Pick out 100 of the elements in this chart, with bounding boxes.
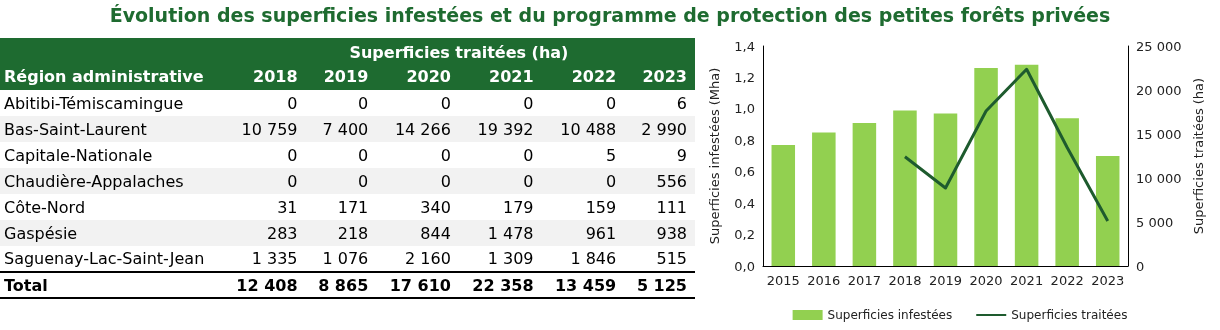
y-tick-label: Saguenay-Lac-Saint-Jean bbox=[3, 248, 206, 270]
y-tick-label: 0,0 bbox=[734, 258, 755, 274]
data-label: 0 bbox=[522, 92, 535, 115]
y-tick-label: Bas-Saint-Laurent bbox=[3, 118, 148, 141]
bar bbox=[812, 132, 836, 266]
data-label: 10 488 bbox=[559, 118, 618, 141]
y-tick-label: Côte-Nord bbox=[3, 196, 87, 219]
bar bbox=[974, 68, 998, 266]
data-label: 1 478 bbox=[486, 222, 535, 245]
chart-title: Évolution des superficies infestées et du programme de protection des petites forêts privées bbox=[108, 4, 1112, 26]
y-tick-label: Chaudière-Appalaches bbox=[3, 170, 185, 193]
bar bbox=[852, 123, 877, 266]
x-tick-label: 2017 bbox=[847, 273, 881, 288]
data-label: 556 bbox=[655, 170, 688, 193]
y2-tick-label: 20 000 bbox=[1136, 82, 1182, 98]
data-label: 0 bbox=[522, 170, 535, 193]
data-label: 0 bbox=[286, 170, 299, 193]
data-label: 0 bbox=[357, 144, 370, 167]
data-label: 13 459 bbox=[553, 274, 618, 297]
data-label: 19 392 bbox=[476, 118, 535, 141]
x-tick-label: 2016 bbox=[807, 273, 841, 288]
data-label: 5 bbox=[605, 144, 618, 167]
data-label: 171 bbox=[336, 196, 370, 219]
y2-axis-title: Superficies traitées (ha) bbox=[1191, 77, 1207, 235]
x-tick-label: 2023 bbox=[1091, 273, 1125, 288]
bar bbox=[1014, 64, 1039, 266]
y2-tick-label: 15 000 bbox=[1136, 126, 1182, 142]
data-label: 0 bbox=[286, 92, 299, 115]
legend-label: Superficies infestées bbox=[827, 308, 953, 322]
data-label: 218 bbox=[336, 222, 370, 245]
data-label: 0 bbox=[357, 92, 370, 115]
y-tick-label: Abitibi-Témiscamingue bbox=[3, 92, 185, 115]
data-label: 22 358 bbox=[471, 274, 535, 297]
data-label: 844 bbox=[419, 222, 452, 245]
data-label: 283 bbox=[266, 222, 299, 245]
bar bbox=[771, 145, 796, 266]
data-label: 0 bbox=[605, 92, 618, 115]
bar bbox=[1095, 156, 1120, 266]
data-label: 0 bbox=[439, 170, 452, 193]
x-tick-label: 2022 bbox=[570, 65, 618, 88]
data-label: 179 bbox=[502, 196, 535, 219]
data-label: 938 bbox=[655, 222, 688, 245]
data-label: 0 bbox=[286, 144, 299, 167]
bar bbox=[893, 110, 917, 266]
y-tick-label: 0,2 bbox=[734, 227, 755, 243]
data-label: 340 bbox=[419, 196, 452, 219]
y2-tick-label: 10 000 bbox=[1136, 170, 1182, 186]
x-tick-label: 2018 bbox=[252, 65, 299, 88]
bar bbox=[933, 113, 958, 266]
x-axis-title: Superficies traitées (ha) bbox=[348, 41, 570, 64]
y-tick-label: 0,6 bbox=[734, 164, 755, 180]
data-label: 515 bbox=[655, 248, 688, 270]
bar bbox=[1055, 118, 1079, 266]
x-tick-label: 2020 bbox=[969, 273, 1003, 288]
y-tick-label: 1,0 bbox=[734, 101, 755, 117]
y-axis-title: Région administrative bbox=[3, 65, 205, 88]
x-tick-label: 2020 bbox=[405, 65, 452, 88]
data-label: 0 bbox=[605, 170, 618, 193]
y2-tick-label: 25 000 bbox=[1136, 38, 1182, 54]
y-tick-label: Capitale-Nationale bbox=[3, 144, 154, 167]
x-tick-label: 2021 bbox=[1010, 273, 1044, 288]
data-label: 1 335 bbox=[250, 248, 299, 270]
data-label: 0 bbox=[439, 144, 452, 167]
data-label: 6 bbox=[675, 92, 688, 115]
data-label: 0 bbox=[357, 170, 370, 193]
data-label: 5 125 bbox=[635, 274, 688, 297]
table-header: Superficies traitées (ha) bbox=[0, 38, 695, 64]
data-label: 14 266 bbox=[393, 118, 452, 141]
data-label: 0 bbox=[522, 144, 535, 167]
data-label: 31 bbox=[276, 196, 299, 219]
data-label: 12 408 bbox=[235, 274, 299, 297]
data-label: 7 400 bbox=[321, 118, 370, 141]
x-tick-label: 2023 bbox=[641, 65, 688, 88]
data-label: 17 610 bbox=[388, 274, 452, 297]
x-tick-label: 2019 bbox=[322, 65, 370, 88]
y-tick-label: 0,8 bbox=[734, 132, 755, 148]
data-label: 961 bbox=[584, 222, 618, 245]
data-label: 8 865 bbox=[317, 274, 370, 297]
legend-label: Superficies traitées bbox=[1011, 308, 1128, 322]
data-label: 10 759 bbox=[240, 118, 299, 141]
data-label: 2 990 bbox=[640, 118, 688, 141]
y-axis-title: Superficies infestées (Mha) bbox=[707, 67, 722, 245]
x-tick-label: 2021 bbox=[488, 65, 535, 88]
y-tick-label: Total bbox=[3, 274, 49, 297]
data-label: 111 bbox=[655, 196, 688, 219]
x-tick-label: 2019 bbox=[928, 273, 963, 288]
x-tick-label: 2022 bbox=[1050, 273, 1084, 288]
data-label: 9 bbox=[675, 144, 688, 167]
x-tick-label: 2018 bbox=[888, 273, 922, 288]
y-tick-label: 0,4 bbox=[734, 195, 755, 211]
data-label: 1 309 bbox=[486, 248, 535, 270]
y2-tick-label: 5 000 bbox=[1136, 214, 1174, 230]
data-label: 1 846 bbox=[569, 248, 618, 270]
data-label: 2 160 bbox=[404, 248, 452, 270]
y2-tick-label: 0 bbox=[1136, 258, 1145, 274]
x-tick-label: 2015 bbox=[766, 273, 800, 288]
line-series bbox=[903, 67, 1110, 223]
data-label: 1 076 bbox=[321, 248, 370, 270]
y-tick-label: 1,4 bbox=[734, 38, 755, 54]
y-tick-label: Gaspésie bbox=[3, 222, 79, 245]
